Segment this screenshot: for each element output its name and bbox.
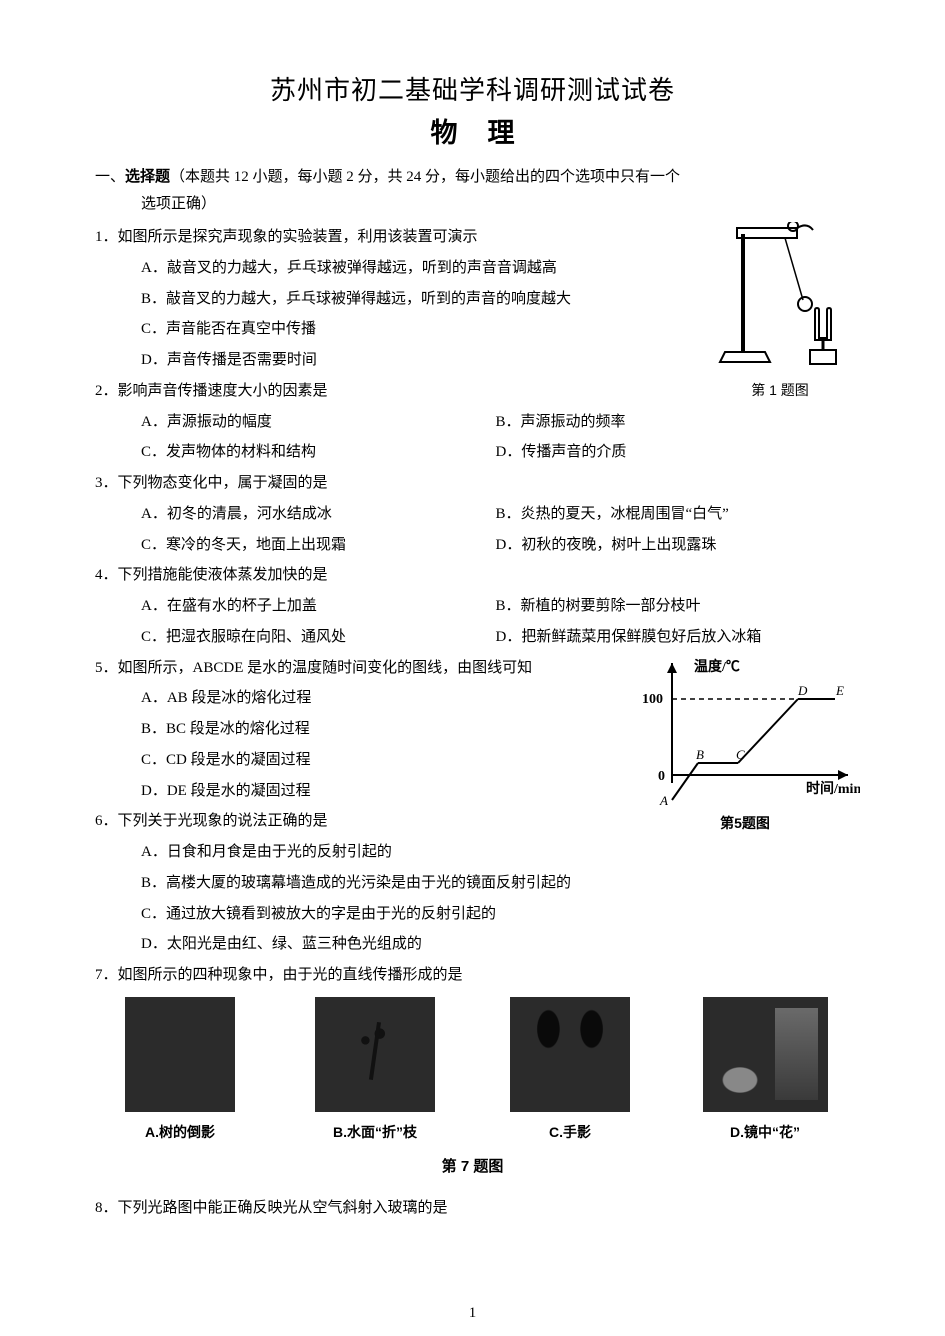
q7-label-b: B.水面“折”枝 [300, 1118, 450, 1147]
q7-label-a: A.树的倒影 [105, 1118, 255, 1147]
section-header: 一、选择题（本题共 12 小题，每小题 2 分，共 24 分，每小题给出的四个选… [95, 164, 850, 218]
q5-number: 5． [95, 660, 118, 676]
q1-stem: 如图所示是探究声现象的实验装置，利用该装置可演示 [118, 229, 478, 245]
question-5: 温度/℃ 时间/min 0 100 A B C D [95, 653, 850, 807]
q5-stem: 如图所示，ABCDE 是水的温度随时间变化的图线，由图线可知 [118, 660, 533, 676]
chart-xlabel: 时间/min [806, 780, 860, 797]
q3-stem: 下列物态变化中，属于凝固的是 [118, 475, 328, 491]
q2-stem: 影响声音传播速度大小的因素是 [118, 383, 328, 399]
q7-number: 7． [95, 967, 118, 983]
question-1: 第 1 题图 1．如图所示是探究声现象的实验装置，利用该装置可演示 A．敲音叉的… [95, 222, 850, 376]
svg-text:E: E [835, 683, 844, 698]
q3-number: 3． [95, 475, 118, 491]
question-7: 7．如图所示的四种现象中，由于光的直线传播形成的是 A.树的倒影 B.水面“折”… [95, 960, 850, 1183]
section-tail: （本题共 12 小题，每小题 2 分，共 24 分，每小题给出的四个选项中只有一… [170, 169, 680, 185]
tuning-fork-apparatus-icon [715, 222, 845, 372]
question-8: 8．下列光路图中能正确反映光从空气斜射入玻璃的是 [95, 1193, 850, 1224]
section-title: 选择题 [125, 169, 170, 185]
q3-option-c: C．寒冷的冬天，地面上出现霜 [141, 530, 496, 561]
page-number: 1 [0, 1305, 945, 1322]
q7-caption: 第 7 题图 [95, 1152, 850, 1183]
question-4: 4．下列措施能使液体蒸发加快的是 A．在盛有水的杯子上加盖 C．把湿衣服晾在向阳… [95, 560, 850, 652]
svg-text:D: D [797, 683, 808, 698]
q2-option-a: A．声源振动的幅度 [141, 407, 496, 438]
q7-label-d: D.镜中“花” [690, 1118, 840, 1147]
section-prefix: 一、 [95, 169, 125, 185]
q6-option-d: D．太阳光是由红、绿、蓝三种色光组成的 [95, 929, 850, 960]
q4-option-d: D．把新鲜蔬菜用保鲜膜包好后放入冰箱 [496, 622, 851, 653]
svg-text:A: A [659, 793, 668, 805]
q2-option-c: C．发声物体的材料和结构 [141, 437, 496, 468]
question-6: 6．下列关于光现象的说法正确的是 A．日食和月食是由于光的反射引起的 B．高楼大… [95, 806, 850, 960]
q1-number: 1． [95, 229, 118, 245]
q7-stem: 如图所示的四种现象中，由于光的直线传播形成的是 [118, 967, 463, 983]
q3-option-d: D．初秋的夜晚，树叶上出现露珠 [496, 530, 851, 561]
q2-number: 2． [95, 383, 118, 399]
page: 苏州市初二基础学科调研测试试卷 物理 一、选择题（本题共 12 小题，每小题 2… [0, 0, 945, 1336]
svg-text:100: 100 [642, 692, 663, 707]
svg-text:B: B [696, 747, 704, 762]
svg-text:0: 0 [658, 769, 665, 784]
q7-figure-row: A.树的倒影 B.水面“折”枝 C.手影 D.镜中“花” [95, 997, 850, 1147]
bent-branch-water-image [315, 997, 435, 1112]
q7-fig-c: C.手影 [495, 997, 645, 1147]
q6-option-a: A．日食和月食是由于光的反射引起的 [95, 837, 850, 868]
q2-option-d: D．传播声音的介质 [496, 437, 851, 468]
q3-option-b: B．炎热的夏天，冰棍周围冒“白气” [496, 499, 851, 530]
q7-fig-a: A.树的倒影 [105, 997, 255, 1147]
q8-stem: 下列光路图中能正确反映光从空气斜射入玻璃的是 [118, 1200, 448, 1216]
q2-option-b: B．声源振动的频率 [496, 407, 851, 438]
q6-stem: 下列关于光现象的说法正确的是 [118, 813, 328, 829]
hand-shadow-image [510, 997, 630, 1112]
section-tail2: 选项正确） [95, 191, 850, 218]
q6-option-b: B．高楼大厦的玻璃幕墙造成的光污染是由于光的镜面反射引起的 [95, 868, 850, 899]
temperature-time-chart-icon: 温度/℃ 时间/min 0 100 A B C D [630, 655, 860, 805]
tree-reflection-image [125, 997, 235, 1112]
q4-stem: 下列措施能使液体蒸发加快的是 [118, 567, 328, 583]
q4-option-a: A．在盛有水的杯子上加盖 [141, 591, 496, 622]
q7-fig-d: D.镜中“花” [690, 997, 840, 1147]
q6-number: 6． [95, 813, 118, 829]
exam-subject: 物理 [95, 111, 850, 150]
q6-option-c: C．通过放大镜看到被放大的字是由于光的反射引起的 [95, 899, 850, 930]
chart-ylabel: 温度/℃ [694, 658, 740, 675]
q3-option-a: A．初冬的清晨，河水结成冰 [141, 499, 496, 530]
q8-number: 8． [95, 1200, 118, 1216]
q4-option-b: B．新植的树要剪除一部分枝叶 [496, 591, 851, 622]
question-3: 3．下列物态变化中，属于凝固的是 A．初冬的清晨，河水结成冰 C．寒冷的冬天，地… [95, 468, 850, 560]
question-2: 2．影响声音传播速度大小的因素是 A．声源振动的幅度 C．发声物体的材料和结构 … [95, 376, 850, 468]
mirror-flower-image [703, 997, 828, 1112]
figure-q1: 第 1 题图 [710, 222, 850, 397]
q7-label-c: C.手影 [495, 1118, 645, 1147]
exam-title: 苏州市初二基础学科调研测试试卷 [95, 70, 850, 107]
q7-fig-b: B.水面“折”枝 [300, 997, 450, 1147]
q4-number: 4． [95, 567, 118, 583]
q4-option-c: C．把湿衣服晾在向阳、通风处 [141, 622, 496, 653]
